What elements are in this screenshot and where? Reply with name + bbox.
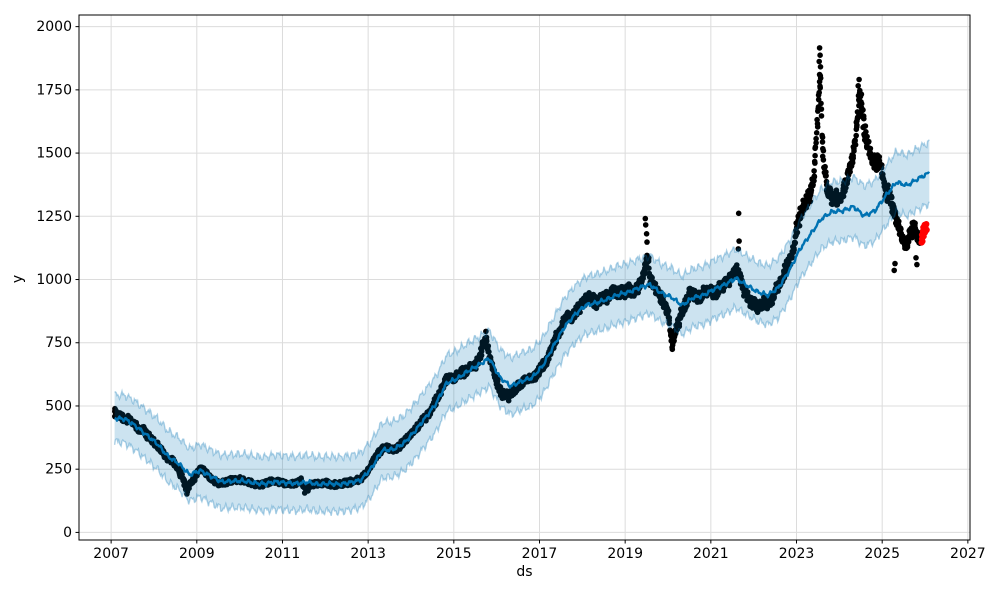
x-tick-label: 2011 — [265, 546, 301, 562]
y-tick-label: 1500 — [36, 146, 72, 162]
forecast-line — [114, 171, 931, 488]
x-tick-label: 2009 — [179, 546, 215, 562]
x-tick-label: 2017 — [522, 546, 558, 562]
y-axis-ticks: 0 250 500 750 1000 1250 1500 1750 2000 — [36, 19, 79, 541]
y-axis-label: y — [10, 274, 26, 284]
x-tick-label: 2013 — [350, 546, 386, 562]
y-tick-label: 1000 — [36, 272, 72, 288]
y-tick-label: 1750 — [36, 82, 72, 98]
future-actual-points — [918, 221, 930, 246]
uncertainty-band — [113, 139, 930, 517]
x-tick-label: 2007 — [93, 546, 129, 562]
y-tick-label: 500 — [45, 398, 72, 414]
x-tick-label: 2023 — [779, 546, 815, 562]
x-tick-label: 2027 — [950, 546, 986, 562]
x-tick-label: 2025 — [864, 546, 900, 562]
chart-frame — [78, 14, 971, 541]
y-tick-label: 2000 — [36, 19, 72, 35]
x-tick-label: 2021 — [693, 546, 729, 562]
y-tick-label: 0 — [63, 525, 72, 541]
grid-lines — [79, 15, 970, 540]
x-tick-label: 2015 — [436, 546, 472, 562]
y-tick-label: 250 — [45, 462, 72, 478]
x-axis-label: ds — [516, 564, 533, 580]
y-tick-label: 1250 — [36, 209, 72, 225]
x-tick-label: 2019 — [607, 546, 643, 562]
x-axis-ticks: 2007 2009 2011 2013 2015 2017 2019 2021 2023 2025… — [93, 540, 986, 562]
y-tick-label: 750 — [45, 335, 72, 351]
